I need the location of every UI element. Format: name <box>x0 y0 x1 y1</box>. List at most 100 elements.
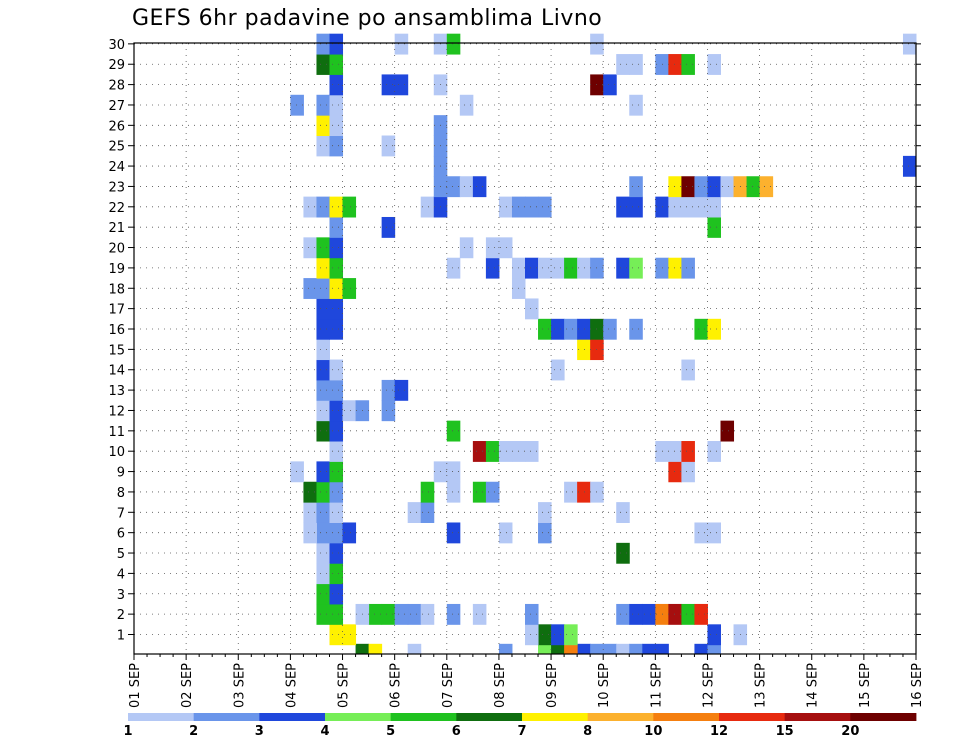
heatmap-cell <box>290 461 304 483</box>
heatmap-cell <box>329 135 344 157</box>
heatmap-cell <box>707 522 721 544</box>
heatmap-cell <box>498 643 513 655</box>
heatmap-cell <box>525 441 539 462</box>
heatmap-cell <box>694 196 708 218</box>
heatmap-cell <box>485 257 500 279</box>
heatmap-cell <box>538 522 552 544</box>
heatmap-cell <box>381 400 396 422</box>
heatmap-cell <box>316 54 330 75</box>
legend-swatch <box>850 713 917 721</box>
heatmap-cell <box>525 257 539 279</box>
y-tick-label: 2 <box>117 608 125 623</box>
heatmap-cell <box>316 339 330 361</box>
heatmap-cell <box>694 603 708 625</box>
heatmap-cell <box>316 278 330 299</box>
legend-label: 7 <box>517 724 526 739</box>
heatmap-cell <box>694 522 708 544</box>
heatmap-cell <box>329 400 344 422</box>
heatmap-cell <box>498 441 513 462</box>
heatmap-cell <box>707 176 721 198</box>
heatmap-cell <box>316 94 330 116</box>
legend-swatch <box>522 713 589 721</box>
heatmap-cell <box>329 603 344 625</box>
heatmap-cell <box>316 522 330 544</box>
heatmap-cell <box>329 318 344 340</box>
heatmap-cell <box>381 379 396 401</box>
heatmap-cell <box>681 257 695 279</box>
heatmap-cell <box>472 481 487 503</box>
legend-label: 2 <box>189 724 198 739</box>
heatmap-cell <box>720 420 735 442</box>
heatmap-cell <box>538 257 552 279</box>
heatmap-cell <box>316 115 330 137</box>
heatmap-cell <box>381 74 396 96</box>
heatmap-cell <box>329 563 344 585</box>
legend-label: 5 <box>386 724 395 739</box>
x-tick-label: 13 SEP <box>754 663 769 708</box>
heatmap-cell <box>446 461 461 483</box>
heatmap-cell <box>551 359 565 381</box>
heatmap-cell <box>538 502 552 523</box>
legend-swatch <box>587 713 654 721</box>
heatmap-cell <box>655 643 669 655</box>
heatmap-cell <box>316 379 330 401</box>
x-tick-label: 08 SEP <box>493 663 508 708</box>
heatmap-cell <box>329 461 344 483</box>
heatmap-cell <box>316 237 330 259</box>
heatmap-cell <box>577 318 591 340</box>
heatmap-cell <box>303 522 317 544</box>
heatmap-cell <box>342 522 357 544</box>
y-tick-label: 17 <box>108 303 125 318</box>
heatmap-cell <box>538 196 552 218</box>
heatmap-cell <box>420 196 435 218</box>
y-tick-label: 8 <box>117 486 125 501</box>
heatmap-cell <box>407 502 422 523</box>
heatmap-cell <box>329 54 344 75</box>
legend-label: 6 <box>452 724 461 739</box>
heatmap-cell <box>329 522 344 544</box>
heatmap-cell <box>381 135 396 157</box>
heatmap-cell <box>538 643 552 655</box>
heatmap-cell <box>616 502 630 523</box>
heatmap-cell <box>394 603 409 625</box>
y-tick-label: 27 <box>108 99 125 114</box>
heatmap-cell <box>564 257 578 279</box>
heatmap-cell <box>446 176 461 198</box>
heatmap-cell <box>316 318 330 340</box>
legend-label: 3 <box>255 724 264 739</box>
heatmap-cell <box>316 461 330 483</box>
legend-label: 8 <box>583 724 592 739</box>
heatmap-cell <box>629 318 643 340</box>
heatmap-cell <box>668 257 682 279</box>
legend-swatch <box>653 713 720 721</box>
heatmap-cell <box>446 257 461 279</box>
heatmap-cell <box>316 563 330 585</box>
y-tick-label: 26 <box>108 119 125 134</box>
heatmap-cell <box>459 176 474 198</box>
heatmap-cell <box>694 318 708 340</box>
heatmap-cell <box>394 379 409 401</box>
heatmap-cell <box>902 155 917 177</box>
heatmap-cell <box>303 502 317 523</box>
y-tick-label: 11 <box>108 425 125 440</box>
heatmap-cell <box>577 257 591 279</box>
y-tick-label: 12 <box>108 404 125 419</box>
heatmap-cell <box>629 643 643 655</box>
y-tick-label: 16 <box>108 323 125 338</box>
heatmap-cell <box>707 54 721 75</box>
heatmap-cell <box>668 603 682 625</box>
heatmap-cell <box>394 33 409 55</box>
heatmap-cell <box>720 176 735 198</box>
heatmap-cell <box>342 196 357 218</box>
legend-label: 20 <box>841 724 859 739</box>
heatmap-cell <box>564 481 578 503</box>
heatmap-cell <box>707 318 721 340</box>
y-tick-label: 18 <box>108 282 125 297</box>
heatmap-cell <box>564 318 578 340</box>
heatmap-cell <box>525 603 539 625</box>
heatmap-cell <box>681 603 695 625</box>
heatmap-cell <box>342 624 357 646</box>
heatmap-cell <box>668 461 682 483</box>
heatmap-cell <box>446 481 461 503</box>
heatmap-cell <box>759 176 774 198</box>
